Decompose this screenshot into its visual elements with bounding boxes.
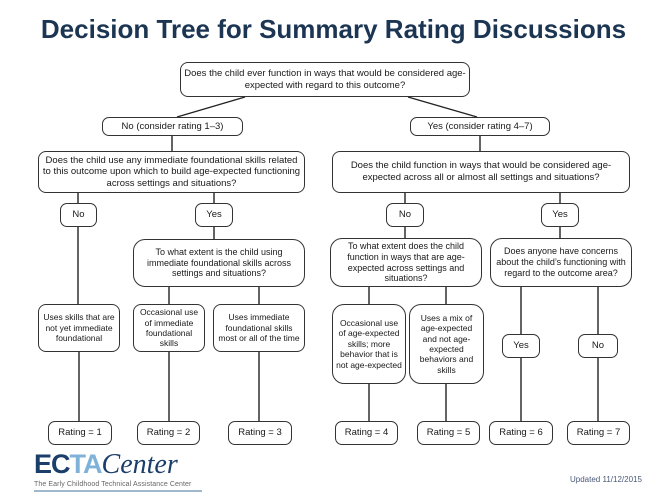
node-leaf-occasional-foundational: Occasional use of immediate foundational… [133,304,205,352]
node-leaf-not-yet-foundational: Uses skills that are not yet immediate f… [38,304,120,352]
node-leaf-mix-age-expected: Uses a mix of age-expected and not age-e… [409,304,484,384]
node-answer-no-right: No [386,203,424,227]
logo-tagline: The Early Childhood Technical Assistance… [34,481,192,488]
logo-text-ta: TA [69,449,103,479]
node-answer-no-left: No [60,203,97,227]
node-branch-yes: Yes (consider rating 4–7) [410,117,550,136]
page-title: Decision Tree for Summary Rating Discuss… [40,14,627,44]
node-answer-yes-left: Yes [195,203,233,227]
node-rating-2: Rating = 2 [137,421,200,445]
node-rating-3: Rating = 3 [228,421,292,445]
logo-text-center: Center [101,449,178,480]
node-branch-no: No (consider rating 1–3) [102,117,243,136]
node-concern-no: No [578,334,618,358]
node-concern-yes: Yes [502,334,540,358]
node-question-age-expected: Does the child function in ways that wou… [332,151,630,193]
node-leaf-foundational-most: Uses immediate foundational skills most … [213,304,305,352]
ecta-wordmark: ECTACenter [34,451,204,479]
logo-underline [34,490,202,492]
node-rating-5: Rating = 5 [417,421,480,445]
node-question-extent-foundational: To what extent is the child using immedi… [133,239,305,287]
node-rating-6: Rating = 6 [489,421,553,445]
ecta-logo: ECTACenter The Early Childhood Technical… [34,451,204,492]
logo-text-ec: EC [34,449,71,479]
node-question-foundational-skills: Does the child use any immediate foundat… [38,151,305,193]
updated-date: Updated 11/12/2015 [570,475,642,484]
node-rating-7: Rating = 7 [567,421,630,445]
node-rating-1: Rating = 1 [48,421,112,445]
node-root-question: Does the child ever function in ways tha… [180,62,470,97]
node-question-extent-age-expected: To what extent does the child function i… [330,238,482,287]
node-question-concerns: Does anyone have concerns about the chil… [490,238,632,287]
node-rating-4: Rating = 4 [335,421,398,445]
node-answer-yes-right: Yes [541,203,579,227]
node-leaf-occasional-age-expected: Occasional use of age-expected skills; m… [332,304,406,384]
